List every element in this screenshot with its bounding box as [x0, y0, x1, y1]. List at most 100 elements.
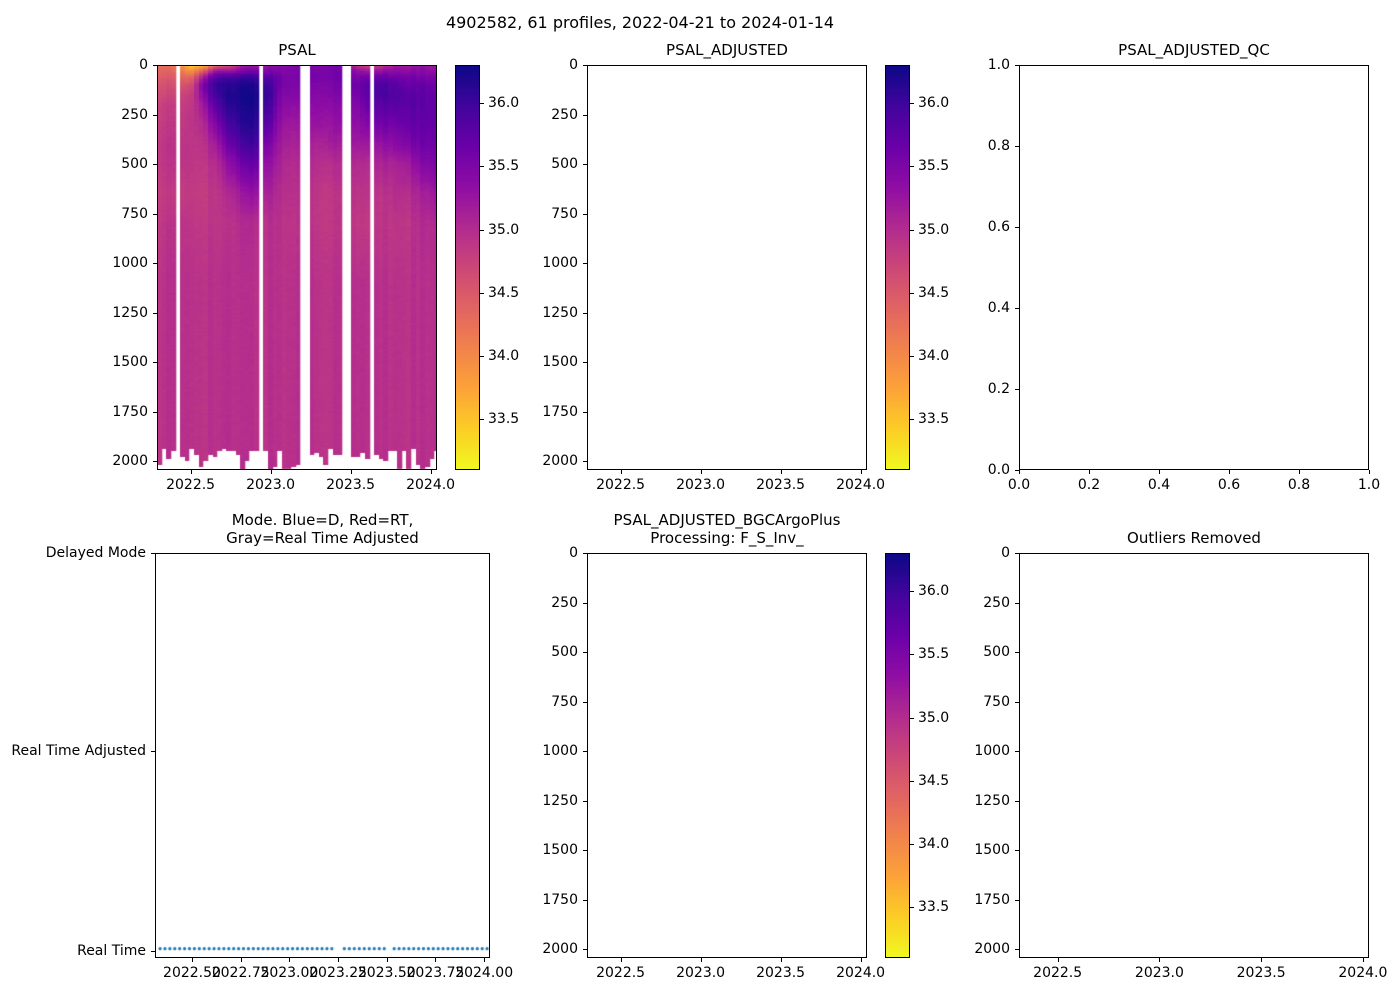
y-tick-mark: [583, 411, 587, 413]
x-tick-mark: [270, 470, 272, 474]
y-tick-mark: [583, 263, 587, 265]
y-tick-label: 250: [551, 106, 578, 123]
x-tick-mark: [620, 958, 622, 962]
colorbar-tick-mark: [910, 356, 914, 358]
subplot-psal: PSAL 2022.5 2023.0 2023.5 2024.0 0 250 500 750 1…: [112, 41, 455, 493]
colorbar-frame: [455, 65, 480, 470]
y-tick-mark: [583, 652, 587, 654]
y-tick-label: 1750: [974, 891, 1010, 908]
y-tick-mark: [1015, 553, 1019, 554]
y-tick-label: 2000: [112, 453, 148, 470]
y-tick-mark: [153, 362, 157, 364]
colorbar-tick-mark: [480, 229, 484, 231]
y-tick-mark: [1015, 751, 1019, 753]
colorbar-tick-label: 35.0: [918, 221, 950, 238]
y-tick-label: 750: [983, 693, 1010, 710]
colorbar-tick-label: 33.5: [918, 411, 950, 428]
y-tick-label: 1250: [974, 792, 1010, 809]
x-tick-mark: [1019, 470, 1020, 474]
subplot-psal-adjusted-qc: PSAL_ADJUSTED_QC 0.0 0.2 0.4 0.6 0.8 1.0 0.0 0.…: [988, 41, 1380, 493]
colorbar-tick-label: 35.5: [918, 646, 950, 663]
x-tick-label: 2023.5: [756, 965, 806, 981]
colorbar-tick-mark: [480, 292, 484, 294]
y-tick-mark: [1015, 949, 1019, 951]
y-tick-label: 0: [1001, 545, 1010, 561]
y-tick-mark: [1015, 470, 1019, 471]
colorbar-tick-label: 34.0: [488, 348, 520, 365]
y-tick-mark: [151, 751, 155, 753]
y-tick-mark: [583, 899, 587, 901]
y-tick-mark: [583, 701, 587, 703]
psal-title: PSAL: [278, 41, 316, 60]
y-tick-mark: [1015, 146, 1019, 147]
y-tick-label: 500: [551, 644, 578, 661]
colorbar-tick-mark: [480, 102, 484, 104]
colorbar-tick-label: 36.0: [918, 582, 950, 599]
colorbar-tick-mark: [910, 654, 914, 656]
colorbar-tick-mark: [910, 102, 914, 104]
x-tick-mark: [1159, 958, 1161, 962]
y-tick-label: 1.0: [987, 57, 1010, 73]
y-tick-label: 0.0: [987, 462, 1010, 478]
colorbar-tick-mark: [480, 166, 484, 168]
y-tick-mark: [153, 65, 157, 66]
y-tick-label: 0.4: [987, 300, 1010, 316]
y-tick-label: 250: [121, 106, 148, 123]
figure-suptitle: 4902582, 61 profiles, 2022-04-21 to 2024…: [445, 13, 835, 32]
colorbar: 36.0 35.5 35.0 34.5 34.0 33.5: [885, 553, 949, 958]
x-tick-label: 2022.75: [211, 965, 270, 981]
x-tick-mark: [338, 958, 340, 962]
colorbar-tick-label: 36.0: [488, 94, 520, 111]
colorbar-tick-label: 35.5: [918, 158, 950, 175]
subplot-psal-adjusted-bgc: PSAL_ADJUSTED_BGCArgoPlus Processing: F_…: [542, 511, 885, 982]
y-tick-mark: [1015, 899, 1019, 901]
x-tick-mark: [780, 470, 782, 474]
x-tick-mark: [700, 470, 702, 474]
colorbar-tick-label: 34.5: [918, 772, 950, 789]
y-tick-mark: [1015, 701, 1019, 703]
y-tick-label: 1000: [542, 255, 578, 272]
colorbar-frame: [885, 553, 910, 958]
y-tick-mark: [1015, 602, 1019, 604]
y-tick-mark: [1015, 308, 1019, 309]
psal-adjusted-qc-title: PSAL_ADJUSTED_QC: [1118, 41, 1270, 60]
x-tick-label: 2023.0: [1134, 965, 1184, 981]
colorbar: 36.0 35.5 35.0 34.5 34.0 33.5: [885, 65, 949, 470]
colorbar-tick-mark: [910, 590, 914, 592]
x-tick-mark: [620, 470, 622, 474]
psal-adjusted-bgc-title: PSAL_ADJUSTED_BGCArgoPlus Processing: F_…: [613, 510, 841, 548]
colorbar-gradient: [885, 65, 910, 470]
x-tick-mark: [1261, 958, 1263, 962]
colorbar-tick-mark: [910, 780, 914, 782]
x-tick-label: 0.0: [1007, 477, 1031, 493]
x-tick-label: 2022.5: [596, 477, 646, 493]
x-tick-mark: [430, 470, 432, 474]
y-tick-label: 500: [121, 156, 148, 173]
y-tick-label: 1750: [112, 403, 148, 420]
y-tick-mark: [583, 602, 587, 604]
y-tick-label: 1000: [542, 743, 578, 760]
y-tick-mark: [583, 949, 587, 951]
y-tick-mark: [583, 213, 587, 215]
x-tick-label: 0.6: [1217, 477, 1241, 493]
colorbar-tick-label: 34.0: [918, 348, 950, 365]
colorbar-tick-mark: [480, 419, 484, 421]
y-tick-mark: [1015, 65, 1019, 66]
x-tick-label: 2024.0: [1338, 965, 1388, 981]
colorbar-tick-mark: [480, 356, 484, 358]
y-tick-mark: [1015, 800, 1019, 802]
x-tick-label: 2023.25: [309, 965, 368, 981]
y-tick-label: 1250: [542, 792, 578, 809]
y-tick-label: 1250: [112, 304, 148, 321]
x-tick-label: 2024.0: [836, 965, 886, 981]
psal-adjusted-qc-axes-frame: [1019, 65, 1369, 470]
mode-title: Mode. Blue=D, Red=RT, Gray=Real Time Adj…: [226, 510, 419, 548]
colorbar-tick-mark: [910, 166, 914, 168]
y-tick-label: Delayed Mode: [45, 545, 146, 561]
y-tick-mark: [153, 461, 157, 463]
x-tick-label: 2022.50: [163, 965, 221, 981]
mode-dots-canvas: [155, 553, 490, 958]
colorbar-tick-label: 35.0: [918, 709, 950, 726]
x-tick-label: 2022.5: [166, 477, 216, 493]
x-tick-label: 2023.75: [406, 965, 465, 981]
